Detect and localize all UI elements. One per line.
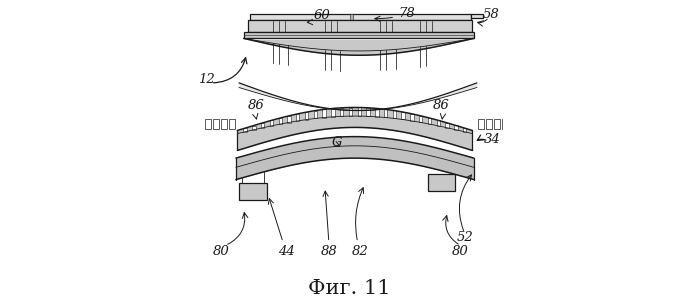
Text: 58: 58 — [483, 8, 500, 21]
Text: 44: 44 — [268, 199, 294, 258]
Bar — [221, 119, 226, 129]
Bar — [366, 108, 370, 116]
Bar — [206, 119, 210, 129]
Bar — [503, 119, 508, 129]
Bar — [296, 114, 299, 121]
Bar — [393, 111, 396, 119]
Bar — [340, 108, 343, 116]
Bar — [437, 120, 440, 126]
Bar — [250, 14, 470, 20]
Bar — [428, 174, 456, 191]
Bar — [463, 128, 466, 132]
Bar — [419, 116, 422, 122]
Bar — [384, 109, 387, 118]
Bar — [314, 111, 317, 119]
Bar — [331, 108, 335, 117]
Bar — [261, 123, 264, 128]
Bar — [243, 32, 474, 38]
Bar — [248, 20, 473, 32]
Bar — [287, 116, 291, 122]
Bar — [375, 108, 379, 117]
Bar — [445, 123, 449, 128]
Bar — [350, 14, 353, 20]
Bar — [239, 183, 266, 200]
Bar — [454, 126, 458, 130]
Bar — [487, 119, 492, 129]
Text: Фиг. 11: Фиг. 11 — [308, 279, 391, 298]
Bar — [252, 126, 256, 130]
Bar — [494, 119, 500, 129]
Text: G: G — [332, 136, 343, 149]
Text: 60: 60 — [308, 10, 330, 25]
Text: 86: 86 — [247, 99, 264, 119]
Bar — [478, 119, 484, 129]
Bar — [349, 107, 352, 116]
Bar — [270, 120, 273, 126]
Text: 34: 34 — [484, 133, 500, 146]
Bar — [213, 119, 219, 129]
Text: 80: 80 — [452, 245, 469, 258]
Text: 52: 52 — [456, 231, 473, 244]
Text: 80: 80 — [212, 245, 229, 258]
Bar — [279, 118, 282, 124]
Text: 78: 78 — [375, 7, 415, 21]
Bar — [401, 112, 405, 119]
Bar — [410, 114, 414, 121]
Bar — [322, 109, 326, 118]
Bar — [428, 118, 431, 124]
Text: 82: 82 — [352, 188, 368, 258]
Text: 86: 86 — [433, 99, 450, 119]
Bar — [470, 14, 483, 18]
Text: 12: 12 — [198, 73, 215, 86]
Bar — [229, 119, 235, 129]
Bar — [358, 107, 361, 116]
Text: 88: 88 — [321, 191, 338, 258]
Bar — [243, 128, 247, 132]
Bar — [305, 112, 308, 119]
